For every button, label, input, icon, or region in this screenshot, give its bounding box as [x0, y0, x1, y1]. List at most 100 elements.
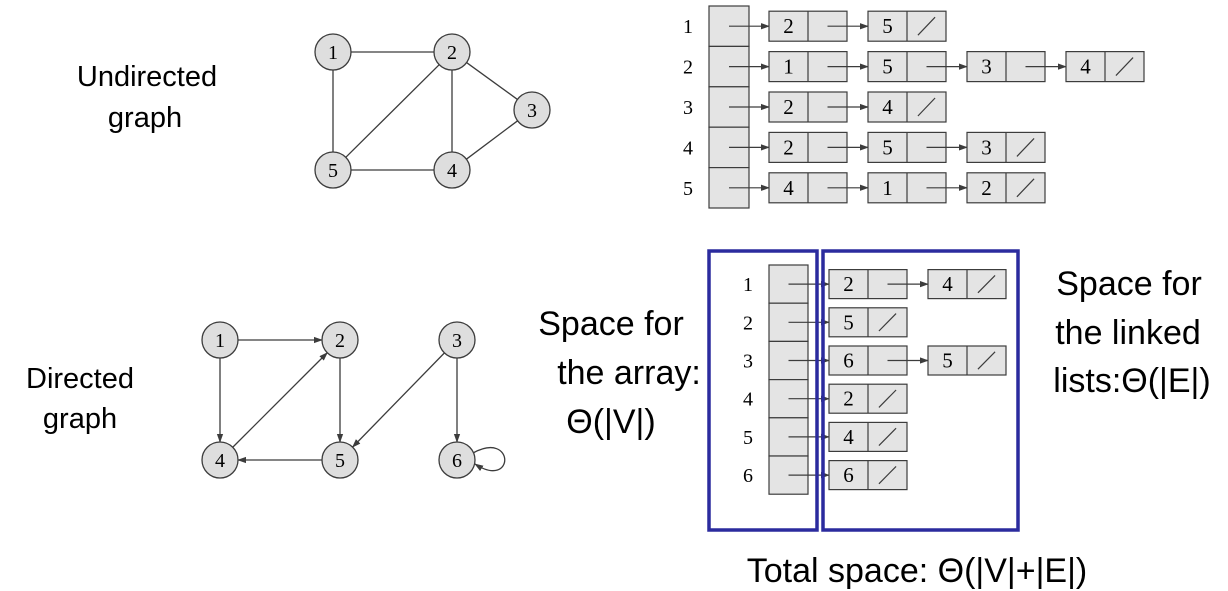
directed-adj-list-node: 6	[828, 460, 908, 491]
directed-adj-node-value: 5	[942, 349, 953, 373]
undirected-vertex-1: 1	[314, 33, 352, 71]
undirected-adj-node-value: 3	[981, 135, 992, 159]
undirected-adj-row-index: 1	[683, 16, 693, 38]
undirected-caption-line1: Undirected	[77, 61, 217, 93]
undirected-adj-node-value: 4	[882, 95, 893, 119]
undirected-adj-list-node: 2	[966, 172, 1046, 204]
directed-adj-node-value: 2	[843, 272, 854, 296]
directed-vertex-label: 2	[335, 330, 345, 352]
list-space-line3: lists:Θ(|E|)	[1053, 362, 1210, 400]
array-space-line2: the array:	[557, 354, 701, 392]
undirected-vertex-circle	[314, 151, 352, 189]
directed-vertex-4: 4	[201, 441, 239, 479]
directed-vertex-circle	[201, 441, 239, 479]
undirected-adj-node-value: 1	[882, 176, 893, 200]
directed-edge-3-5	[351, 352, 445, 448]
directed-vertex-6: 6	[438, 441, 476, 479]
undirected-vertex-2: 2	[433, 33, 471, 71]
directed-adj-node-value: 6	[843, 463, 854, 487]
directed-adj-null-pointer	[977, 351, 996, 370]
undirected-vertex-label: 2	[447, 42, 457, 64]
undirected-vertex-5: 5	[314, 151, 352, 189]
directed-adj-row-index: 1	[743, 274, 753, 296]
undirected-adj-list-node: 4	[1065, 50, 1145, 83]
undirected-edges	[332, 51, 518, 171]
undirected-vertex-circle	[314, 33, 352, 71]
undirected-adj-node-value: 1	[783, 55, 794, 79]
list-space-highlight-box	[821, 249, 1020, 532]
undirected-adj-node-value: 5	[882, 14, 893, 38]
undirected-adj-row-index: 2	[683, 57, 693, 79]
directed-vertex-circle	[201, 321, 239, 359]
undirected-adj-row-5: 5 4 1 2	[683, 167, 1046, 209]
undirected-adj-null-pointer	[1115, 57, 1134, 77]
list-space-line1: Space for	[1056, 265, 1202, 303]
undirected-adj-row-index: 4	[683, 137, 693, 159]
undirected-adj-list-node: 4	[867, 91, 947, 123]
undirected-edge-2-5	[345, 64, 440, 158]
directed-vertex-label: 1	[215, 330, 225, 352]
undirected-adj-node-value: 2	[783, 95, 794, 119]
directed-vertex-1: 1	[201, 321, 239, 359]
undirected-adj-node-value: 3	[981, 55, 992, 79]
array-space-line1: Space for	[538, 305, 684, 343]
directed-graph: 1 2 3 4 5 6	[201, 321, 506, 479]
directed-vertex-2: 2	[321, 321, 359, 359]
directed-adj-list-node: 5	[828, 307, 908, 338]
undirected-adj-node-value: 2	[783, 135, 794, 159]
directed-adj-list-node: 2	[828, 383, 908, 414]
directed-adj-null-pointer	[878, 465, 897, 485]
directed-vertex-label: 5	[335, 450, 345, 472]
directed-adj-row-3: 3 6 5	[743, 340, 1007, 381]
undirected-vertex-4: 4	[433, 151, 471, 189]
directed-vertex-circle	[321, 321, 359, 359]
array-space-line3: Θ(|V|)	[566, 403, 655, 441]
directed-caption-line2: graph	[43, 403, 117, 435]
undirected-adj-node-value: 4	[1080, 55, 1091, 79]
directed-vertex-circle	[321, 441, 359, 479]
undirected-adj-row-2: 2 1 5 3 4	[683, 45, 1145, 88]
undirected-caption-line2: graph	[108, 102, 182, 134]
directed-adj-row-index: 6	[743, 465, 753, 487]
directed-adj-list-node: 4	[828, 421, 908, 452]
directed-adj-node-value: 6	[843, 349, 854, 373]
undirected-vertex-label: 1	[328, 42, 338, 64]
undirected-vertex-label: 4	[447, 160, 457, 182]
undirected-vertex-circle	[433, 33, 471, 71]
directed-adj-null-pointer	[878, 313, 897, 332]
directed-adj-row-index: 2	[743, 312, 753, 334]
directed-vertex-circle	[438, 321, 476, 359]
undirected-adj-null-pointer	[1016, 137, 1035, 157]
array-space-highlight-box	[707, 249, 819, 532]
undirected-adj-row-index: 5	[683, 178, 693, 200]
list-space-line2: the linked	[1055, 314, 1201, 352]
undirected-vertex-label: 3	[527, 100, 537, 122]
directed-vertices: 1 2 3 4 5 6	[201, 321, 476, 479]
directed-adjacency-list: 1 2 42 53 6 54 25 46 6	[743, 264, 1007, 495]
undirected-adj-row-index: 3	[683, 97, 693, 119]
directed-adj-node-value: 2	[843, 387, 854, 411]
directed-caption-line1: Directed	[26, 363, 134, 395]
directed-vertex-label: 4	[215, 450, 225, 472]
undirected-graph-caption: Undirected graph	[77, 61, 217, 134]
directed-edges	[216, 336, 506, 472]
directed-vertex-5: 5	[321, 441, 359, 479]
directed-adj-null-pointer	[878, 427, 897, 447]
directed-adj-row-index: 4	[743, 389, 753, 411]
directed-adj-row-index: 3	[743, 351, 753, 373]
undirected-vertices: 1 2 3 4 5	[314, 33, 551, 189]
directed-adj-list-node: 5	[927, 345, 1007, 376]
undirected-vertex-label: 5	[328, 160, 338, 182]
undirected-adj-node-value: 5	[882, 55, 893, 79]
undirected-adj-null-pointer	[1016, 178, 1035, 198]
directed-vertex-label: 6	[452, 450, 462, 472]
directed-adj-node-value: 4	[942, 272, 953, 296]
undirected-adj-node-value: 5	[882, 135, 893, 159]
directed-adj-null-pointer	[878, 389, 897, 408]
undirected-adj-list-node: 5	[867, 10, 947, 42]
